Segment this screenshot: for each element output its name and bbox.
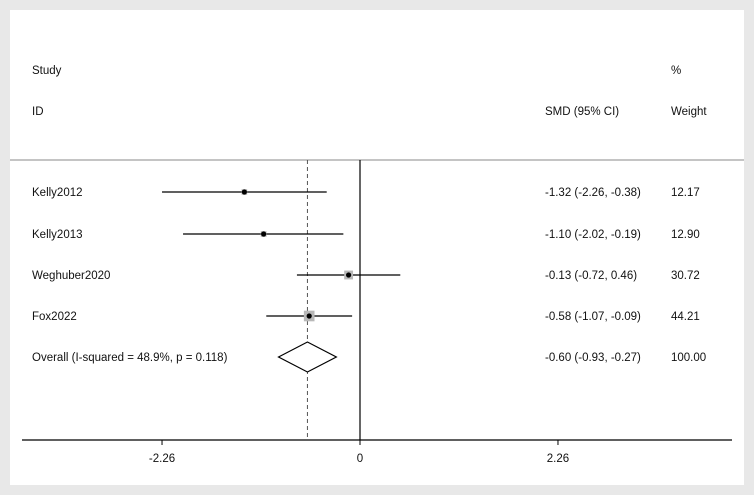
- point-estimate: [261, 231, 267, 237]
- header-study: Study: [32, 65, 62, 77]
- plot-background: [10, 10, 744, 485]
- overall-weight-text: 100.00: [671, 352, 706, 364]
- x-tick-label: 2.26: [547, 453, 569, 465]
- header-smd: SMD (95% CI): [545, 106, 619, 118]
- ci-text: -1.32 (-2.26, -0.38): [545, 187, 641, 199]
- weight-text: 12.17: [671, 187, 700, 199]
- point-estimate: [346, 272, 352, 278]
- x-tick-label: 0: [357, 453, 363, 465]
- study-label: Fox2022: [32, 311, 77, 323]
- overall-diamond: [277, 341, 338, 373]
- study-label: Kelly2013: [32, 229, 83, 241]
- weight-text: 12.90: [671, 229, 700, 241]
- weight-text: 44.21: [671, 311, 700, 323]
- point-estimate: [241, 189, 247, 195]
- header-weight: Weight: [671, 106, 707, 118]
- header-percent: %: [671, 65, 681, 77]
- study-label: Kelly2012: [32, 187, 83, 199]
- point-estimate: [306, 313, 312, 319]
- ci-text: -1.10 (-2.02, -0.19): [545, 229, 641, 241]
- overall-label: Overall (I-squared = 48.9%, p = 0.118): [32, 352, 228, 364]
- ci-text: -0.58 (-1.07, -0.09): [545, 311, 641, 323]
- overall-ci-text: -0.60 (-0.93, -0.27): [545, 352, 641, 364]
- header-id: ID: [32, 106, 44, 118]
- plot-layer: -2.26 0 2.26 Kelly2012 -1.32 (-2.26, -0.38) 1…: [22, 160, 732, 465]
- weight-text: 30.72: [671, 270, 700, 282]
- x-tick-label: -2.26: [149, 453, 175, 465]
- study-label: Weghuber2020: [32, 270, 110, 282]
- ci-text: -0.13 (-0.72, 0.46): [545, 270, 637, 282]
